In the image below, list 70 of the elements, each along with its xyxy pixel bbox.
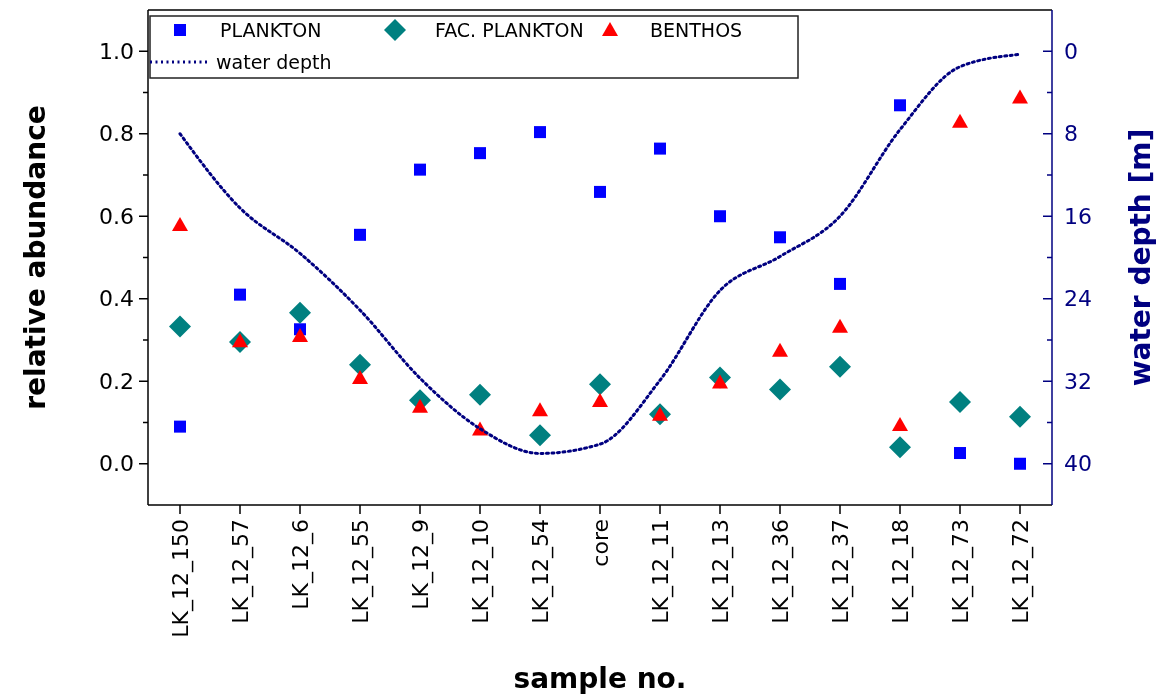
point (954, 447, 966, 460)
point (352, 369, 368, 384)
legend-label: BENTHOS (650, 18, 743, 41)
point (1014, 457, 1026, 470)
point (1009, 405, 1031, 428)
point (892, 416, 908, 431)
y2-tick-label: 40 (1064, 451, 1092, 477)
point (594, 185, 606, 198)
legend-label: PLANKTON (220, 18, 322, 41)
y-tick-label: 0.8 (99, 121, 134, 147)
x-tick-label: LK_12_18 (888, 519, 914, 624)
point (654, 142, 666, 155)
y-axis-title: relative abundance (19, 105, 52, 410)
point (469, 383, 491, 406)
y-tick-label: 0.6 (99, 203, 134, 229)
point (769, 378, 791, 401)
point (832, 318, 848, 333)
legend-label: water depth (216, 50, 332, 73)
x-tick-label: LK_12_54 (528, 519, 554, 624)
point (714, 210, 726, 223)
x-tick-label: LK_12_13 (708, 519, 734, 624)
x-tick-label: LK_12_55 (348, 519, 374, 624)
point (174, 420, 186, 433)
y-tick-label: 0.0 (99, 451, 134, 477)
point (834, 277, 846, 290)
point (534, 126, 546, 139)
y-tick-label: 1.0 (99, 38, 134, 64)
x-tick-label: LK_12_150 (168, 519, 194, 638)
point (592, 393, 608, 408)
x-tick-label: LK_12_11 (648, 519, 674, 624)
y2-tick-label: 16 (1064, 203, 1092, 229)
y2-tick-label: 0 (1064, 38, 1078, 64)
point (889, 436, 911, 459)
point (474, 147, 486, 160)
y-tick-label: 0.4 (99, 286, 134, 312)
x-tick-label: LK_12_10 (468, 519, 494, 624)
point (529, 424, 551, 447)
x-tick-label: LK_12_37 (828, 519, 854, 624)
point (532, 402, 548, 417)
point (172, 216, 188, 231)
point (414, 163, 426, 176)
legend-label: FAC. PLANKTON (435, 18, 584, 41)
x-tick-label: LK_12_9 (408, 519, 434, 610)
x-tick-label: LK_12_57 (228, 519, 254, 624)
point (949, 390, 971, 413)
y2-tick-label: 24 (1064, 286, 1092, 312)
point (292, 327, 308, 342)
y2-axis-title: water depth [m] (1124, 128, 1157, 387)
point (1012, 89, 1028, 104)
point (349, 353, 371, 376)
x-tick-label: core (588, 519, 613, 567)
point (774, 231, 786, 244)
x-tick-label: LK_12_73 (948, 519, 974, 624)
x-tick-label: LK_12_36 (768, 519, 794, 624)
point (354, 228, 366, 241)
point (952, 113, 968, 128)
y2-tick-label: 8 (1064, 121, 1078, 147)
y2-tick-label: 32 (1064, 368, 1092, 394)
point (894, 99, 906, 112)
point (772, 342, 788, 357)
x-axis-title: sample no. (513, 662, 687, 695)
point (169, 315, 191, 338)
point (289, 301, 311, 324)
y-tick-label: 0.2 (99, 368, 134, 394)
x-tick-label: LK_12_72 (1008, 519, 1034, 624)
point (234, 288, 246, 301)
line-series (178, 52, 1022, 455)
x-tick-label: LK_12_6 (288, 519, 314, 610)
point (829, 355, 851, 378)
point (589, 373, 611, 396)
